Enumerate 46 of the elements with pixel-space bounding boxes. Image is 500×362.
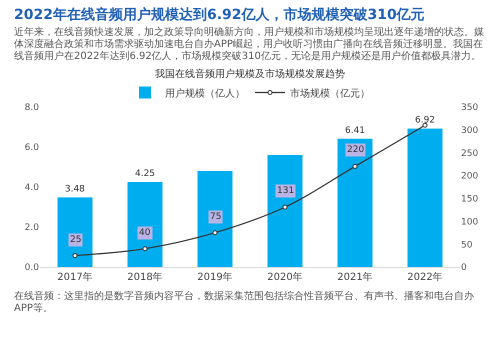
y-tick-label: 2.0 bbox=[24, 223, 40, 234]
x-tick-label: 2018年 bbox=[127, 271, 163, 283]
bar bbox=[338, 138, 372, 267]
y-tick-label: 4.0 bbox=[24, 183, 40, 194]
bar bbox=[128, 182, 162, 267]
y2-tick-label: 100 bbox=[461, 217, 478, 228]
y2-tick-label: 250 bbox=[461, 148, 478, 159]
x-tick-label: 2020年 bbox=[267, 271, 303, 283]
data-label: 6.92 bbox=[414, 116, 436, 126]
data-label: 40 bbox=[139, 228, 151, 238]
point bbox=[72, 253, 78, 258]
x-tick-label: 2021年 bbox=[337, 271, 373, 283]
chart-subtitle: 近年来，在线音频快速发展，加之政策导向明确新方向，用户规模和市场规模均呈现出逐年递增的状态。媒体深度融合政策和市场需求驱动加速电台自办APP崛起，用户收听习惯由广播向在线音频迁移明显。我国在线音频用户在2022年达到6.92亿人，市场规模突破310亿元，无论是用户规模还是用户价值都极具潜力。 bbox=[14, 27, 485, 63]
data-label: 4.25 bbox=[134, 169, 156, 179]
y2-tick-label: 150 bbox=[461, 194, 478, 205]
bar bbox=[58, 197, 92, 267]
data-label: 25 bbox=[70, 235, 82, 245]
y-tick-label: 6.0 bbox=[24, 143, 40, 154]
point bbox=[352, 164, 358, 169]
point bbox=[142, 246, 148, 252]
text: 我国在线音频用户规模及市场规模发展趋势 bbox=[155, 68, 345, 80]
point bbox=[212, 230, 218, 236]
data-label: 6.41 bbox=[344, 126, 366, 136]
y2-tick-label: 50 bbox=[461, 240, 473, 250]
y2-tick-label: 300 bbox=[461, 126, 478, 136]
data-label: 3.48 bbox=[64, 184, 86, 194]
x-tick-label: 2019年 bbox=[197, 271, 233, 283]
legend-label: 用户规模（亿人） bbox=[165, 87, 245, 100]
chart-title: 2022年在线音频用户规模达到6.92亿人，市场规模突破310亿元 bbox=[14, 6, 426, 24]
y2-tick-label: 350 bbox=[461, 103, 478, 114]
x-tick-label: 2022年 bbox=[407, 271, 443, 283]
y-tick-label: 0.0 bbox=[24, 263, 40, 274]
data-label: 75 bbox=[210, 212, 222, 222]
y2-tick-label: 200 bbox=[461, 172, 478, 182]
point bbox=[282, 204, 288, 210]
bar bbox=[268, 155, 302, 267]
point bbox=[422, 122, 428, 128]
y-tick-label: 8.0 bbox=[24, 103, 40, 114]
data-label: 131 bbox=[277, 186, 294, 196]
bar bbox=[408, 128, 442, 267]
y2-tick-label: 0 bbox=[461, 263, 467, 274]
legend-label: 市场规模（亿元） bbox=[290, 87, 370, 100]
text: 在线音频：这里指的是数字音频内容平台，数据采集范围包括综合性音频平台、有声书、播客和电台自办APP等。 bbox=[13, 291, 475, 315]
x-tick-label: 2017年 bbox=[57, 271, 93, 283]
data-label: 220 bbox=[347, 145, 364, 155]
bar bbox=[198, 171, 232, 267]
